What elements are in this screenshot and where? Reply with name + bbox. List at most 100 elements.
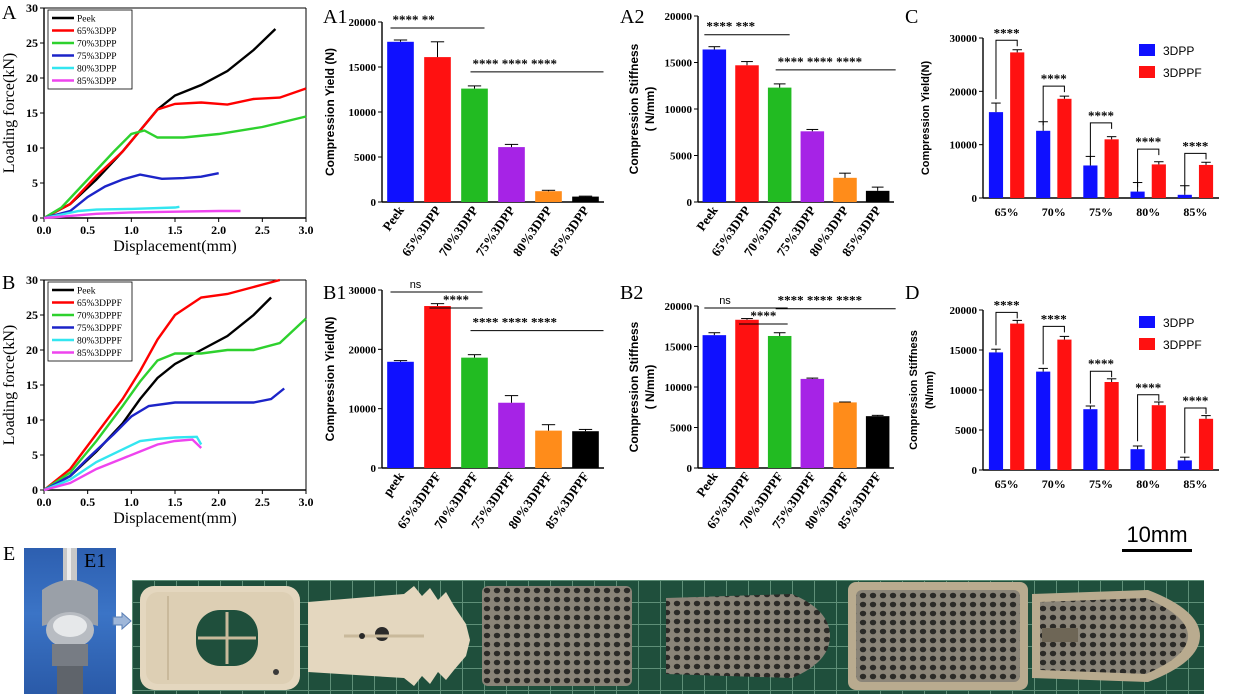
- A-y-axis-label: Loading force(kN): [1, 53, 18, 173]
- B2-y-tick-label: 5000: [670, 423, 693, 435]
- peek-cage-window-drawing: [140, 586, 300, 690]
- arrow-icon: [112, 611, 132, 635]
- A2-x-tick-label: Peek: [693, 202, 721, 233]
- D-significance-label: ****: [1088, 356, 1114, 371]
- scale-bar-line: [1122, 549, 1192, 552]
- A-legend-label: 70%3DPP: [77, 40, 117, 50]
- B2-y-tick-label: 0: [687, 463, 693, 475]
- B-series-75pct3dppf: [43, 387, 285, 492]
- implant-assembly-drawing: [42, 548, 98, 694]
- C-x-tick-label: 65%: [995, 205, 1019, 219]
- B-x-axis-label: Displacement(mm): [113, 510, 237, 527]
- A1-y-axis-label: Compression Yield (N): [323, 48, 337, 176]
- chart-b-load-displacement-3dppf: 0 5 10 15 20 25 30 0.0 0.5 1.0 1.5 2.0 2.5 3.0 Displac…: [1, 273, 314, 527]
- C-significance-bracket: [1042, 85, 1065, 126]
- B-x-tick-label: 0.5: [80, 495, 95, 509]
- C-legend-label: 3DPPF: [1163, 66, 1202, 80]
- A-x-tick-label: 2.5: [255, 223, 270, 237]
- B2-y-axis-label: ( N/mm): [643, 365, 657, 410]
- D-bar-3dppf-85pct: [1198, 418, 1214, 470]
- D-y-tick-label: 5000: [955, 425, 978, 437]
- A1-x-tick-label: Peek: [379, 202, 407, 233]
- A2-bar-70pct3dpp: [767, 87, 792, 202]
- panel-label-c: C: [905, 6, 919, 28]
- B1-bar-85pct3dppf: [572, 431, 599, 468]
- B1-y-axis-label: Compression Yield(N): [323, 317, 337, 442]
- C-bar-3dpp-65pct: [988, 112, 1004, 198]
- D-bar-3dpp-75pct: [1083, 409, 1098, 470]
- B2-y-tick-label: 20000: [665, 301, 693, 313]
- A-x-tick-label: 3.0: [299, 223, 314, 237]
- photo-e1-implant-assembly: E1: [24, 548, 116, 694]
- D-significance-bracket: [1089, 370, 1113, 404]
- C-x-tick-label: 75%: [1089, 205, 1113, 219]
- A1-y-tick-label: 10000: [349, 107, 377, 119]
- A-x-axis-label: Displacement(mm): [113, 238, 237, 255]
- B1-significance-label: ns: [410, 279, 422, 291]
- B-y-tick-label: 15: [26, 378, 38, 392]
- C-y-tick-label: 10000: [950, 140, 978, 152]
- B2-y-tick-label: 10000: [665, 382, 693, 394]
- B1-significance-label: ****: [443, 292, 469, 307]
- C-bar-3dppf-75pct: [1104, 139, 1119, 198]
- D-y-tick-label: 20000: [950, 305, 978, 317]
- D-bar-3dppf-65pct: [1010, 323, 1025, 470]
- A-y-tick-label: 0: [32, 211, 38, 225]
- D-legend-swatch: [1139, 338, 1155, 350]
- chart-c-yield-comparison: 0 10000 20000 30000 Compression Yield(N) 65% *…: [920, 25, 1219, 219]
- panel-label-b1: B1: [323, 282, 347, 304]
- D-bar-3dpp-85pct: [1177, 460, 1192, 470]
- chart-d-stiffness-comparison: 0 5000 10000 15000 20000 Compression Stiffnes…: [908, 297, 1219, 491]
- B-legend-label: 70%3DPPF: [77, 312, 122, 322]
- A-x-tick-label: 0.0: [37, 223, 52, 237]
- D-y-axis-label: (N/mm): [924, 371, 936, 409]
- panel-label-b2: B2: [620, 282, 644, 304]
- A1-bar-peek: [387, 41, 414, 202]
- A-series-65pct3dpp: [43, 87, 307, 220]
- A-series-75pct3dpp: [43, 172, 219, 220]
- porous-cage-bullet-drawing: [666, 594, 830, 678]
- C-significance-bracket: [1184, 152, 1207, 191]
- C-y-tick-label: 0: [972, 193, 978, 205]
- chart-a1-compression-yield-3dpp: 0 5000 10000 15000 20000 Compression Yield (N…: [323, 12, 604, 259]
- B-y-tick-label: 0: [32, 483, 38, 497]
- B2-bar-peek: [702, 335, 727, 468]
- C-bar-3dpp-70pct: [1036, 130, 1051, 198]
- B-x-tick-label: 0.0: [37, 495, 52, 509]
- A1-significance-label: **** **** ****: [473, 56, 558, 71]
- D-y-tick-label: 10000: [950, 385, 978, 397]
- panel-label-a1: A1: [323, 6, 348, 28]
- A-x-tick-label: 1.0: [124, 223, 139, 237]
- A1-bar-70pct3dpp: [461, 88, 488, 202]
- A2-y-axis-label: Compression Stiffness: [627, 43, 641, 174]
- B1-bar-65pct3dppf: [424, 306, 451, 468]
- B1-x-tick-label: peek: [380, 468, 408, 499]
- A1-bar-75pct3dpp: [498, 147, 525, 202]
- C-x-tick-label: 85%: [1183, 205, 1207, 219]
- D-significance-bracket: [995, 311, 1018, 346]
- D-y-tick-label: 0: [972, 465, 978, 477]
- B-x-tick-label: 3.0: [299, 495, 314, 509]
- D-significance-label: ****: [994, 297, 1020, 312]
- A2-bar-85pct3dpp: [865, 190, 890, 202]
- B-legend-label: Peek: [77, 287, 96, 297]
- D-bar-3dppf-80pct: [1151, 405, 1166, 470]
- A2-y-tick-label: 10000: [665, 104, 693, 116]
- C-legend-swatch: [1139, 44, 1155, 56]
- B-y-tick-label: 30: [26, 273, 38, 287]
- B1-significance-label: **** **** ****: [473, 315, 558, 330]
- A-series-80pct3dpp: [43, 205, 180, 220]
- D-bar-3dppf-75pct: [1104, 382, 1119, 470]
- A-y-tick-label: 30: [26, 1, 38, 15]
- A-series-85pct3dpp: [43, 209, 241, 220]
- photo-label-e1: E1: [84, 550, 107, 572]
- D-legend-swatch: [1139, 316, 1155, 328]
- C-bar-3dppf-65pct: [1010, 52, 1025, 199]
- A-y-tick-label: 5: [32, 176, 38, 190]
- C-y-tick-label: 30000: [950, 33, 978, 45]
- panel-label-a2: A2: [620, 6, 645, 28]
- B2-bar-70pct3dppf: [767, 335, 792, 468]
- C-significance-bracket: [995, 39, 1018, 100]
- B2-significance-label: **** **** ****: [778, 293, 863, 308]
- D-x-tick-label: 80%: [1136, 477, 1160, 491]
